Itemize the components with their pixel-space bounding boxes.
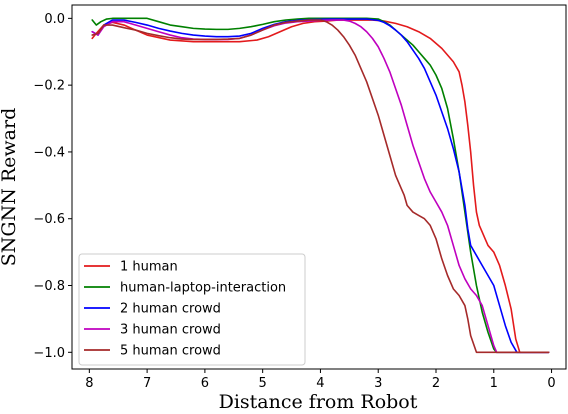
y-axis-title: SNGNN Reward bbox=[0, 108, 20, 267]
x-tick-label: 6 bbox=[201, 376, 209, 391]
y-tick-label: 0.0 bbox=[44, 12, 65, 27]
y-tick-label: −0.8 bbox=[33, 279, 65, 294]
x-tick-label: 0 bbox=[547, 376, 555, 391]
x-tick-label: 1 bbox=[490, 376, 498, 391]
y-tick-label: −0.4 bbox=[33, 145, 65, 160]
y-axis-ticks: 0.0 −0.2 −0.4 −0.6 −0.8 −1.0 bbox=[33, 12, 72, 361]
y-tick-label: −1.0 bbox=[33, 346, 65, 361]
plot-frame bbox=[71, 4, 567, 370]
x-axis-title: Distance from Robot bbox=[219, 391, 418, 413]
legend-label: human-laptop-interaction bbox=[120, 281, 286, 296]
legend-label: 5 human crowd bbox=[120, 344, 221, 359]
x-tick-label: 2 bbox=[432, 376, 440, 391]
legend-items: 1 human human-laptop-interaction 2 human c… bbox=[84, 260, 286, 359]
x-tick-label: 8 bbox=[85, 376, 93, 391]
series-line-4 bbox=[91, 19, 550, 354]
x-axis-ticks: 8 7 6 5 4 3 2 1 0 bbox=[85, 369, 556, 391]
y-tick-label: −0.2 bbox=[33, 79, 65, 94]
x-tick-label: 3 bbox=[374, 376, 382, 391]
legend-box bbox=[78, 253, 306, 366]
legend-label: 3 human crowd bbox=[120, 323, 221, 338]
y-tick-label: −0.6 bbox=[33, 212, 65, 227]
x-tick-label: 5 bbox=[259, 376, 267, 391]
series-layer bbox=[91, 17, 550, 354]
series-line-1 bbox=[91, 19, 550, 354]
legend-label: 1 human bbox=[120, 260, 178, 275]
legend: 1 human human-laptop-interaction 2 human c… bbox=[78, 253, 306, 366]
x-tick-label: 4 bbox=[316, 376, 324, 391]
series-line-5 bbox=[91, 19, 550, 354]
legend-label: 2 human crowd bbox=[120, 302, 221, 317]
series-line-2 bbox=[91, 17, 550, 354]
x-tick-label: 7 bbox=[143, 376, 151, 391]
series-line-3 bbox=[91, 18, 550, 354]
